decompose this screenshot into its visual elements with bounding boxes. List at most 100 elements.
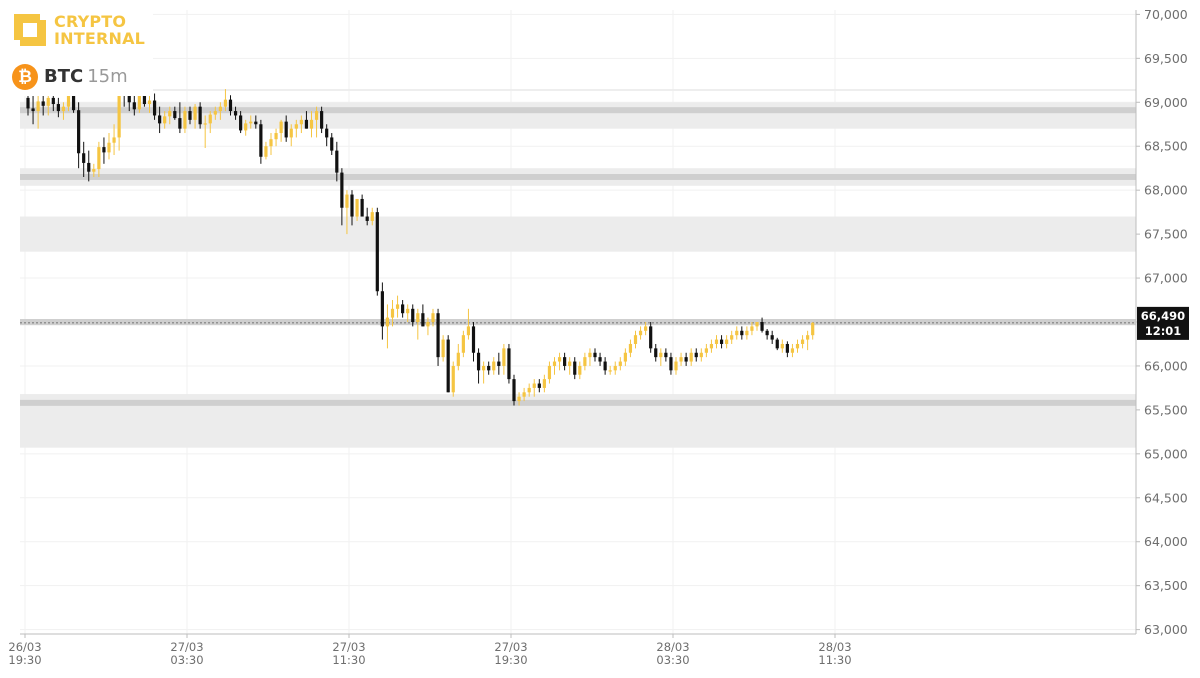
- candle: [375, 207, 379, 296]
- candle-body: [228, 99, 233, 112]
- x-tick-time: 03:30: [170, 653, 203, 667]
- candle: [335, 141, 339, 182]
- candle: [482, 361, 486, 384]
- candle: [654, 343, 658, 362]
- candle: [385, 304, 390, 349]
- candle-body: [370, 212, 374, 221]
- y-tick-label: 66,000: [1144, 358, 1188, 373]
- x-tick-time: 19:30: [494, 653, 527, 667]
- candle: [416, 308, 420, 340]
- asset-symbol: BTC: [44, 66, 84, 87]
- candle: [471, 322, 476, 362]
- candle-body: [350, 194, 354, 217]
- support-resistance-zones: [20, 89, 1136, 448]
- candle-body: [41, 101, 45, 106]
- candle-body: [547, 365, 552, 380]
- asset-timeframe: 15m: [87, 66, 128, 87]
- candle-body: [259, 124, 263, 157]
- price-tag-box: [1137, 306, 1189, 340]
- brand-name-line1: CRYPTO: [54, 12, 127, 31]
- candle-body: [608, 370, 612, 372]
- candle: [517, 392, 521, 406]
- candle-body: [46, 97, 50, 106]
- price-zone: [20, 216, 1136, 252]
- candle: [578, 361, 582, 380]
- candle-body: [158, 115, 162, 124]
- candle: [507, 343, 511, 384]
- candle-body: [284, 121, 288, 138]
- candle-body: [56, 104, 60, 112]
- candle: [158, 106, 162, 134]
- candle-body: [390, 308, 395, 318]
- y-tick-label: 67,500: [1144, 227, 1188, 242]
- candle: [800, 335, 805, 349]
- candle: [740, 326, 744, 340]
- candle: [563, 352, 567, 371]
- candle: [168, 106, 172, 125]
- candle-body: [800, 339, 805, 344]
- candle: [659, 348, 663, 366]
- candle-body: [654, 348, 658, 358]
- candle-body: [264, 146, 268, 157]
- candle-body: [674, 361, 678, 371]
- candle: [401, 300, 405, 318]
- candle: [689, 348, 693, 366]
- candle: [173, 106, 177, 120]
- candle-body: [102, 147, 106, 153]
- candle: [249, 115, 253, 129]
- candle-body: [613, 365, 617, 371]
- y-tick-label: 67,000: [1144, 271, 1188, 286]
- candle: [193, 104, 197, 129]
- candle: [254, 115, 258, 129]
- candle: [745, 326, 749, 340]
- candle: [320, 106, 324, 134]
- candle: [147, 93, 152, 113]
- candle-body: [360, 198, 364, 217]
- x-tick-date: 27/03: [170, 640, 203, 654]
- candle-body: [740, 330, 744, 336]
- candle-body: [593, 352, 597, 358]
- candle: [608, 365, 612, 375]
- price-zone: [20, 89, 1136, 91]
- candle-body: [294, 124, 298, 129]
- candle: [502, 343, 506, 375]
- candle: [446, 335, 450, 393]
- candle-body: [714, 339, 719, 344]
- candle: [598, 352, 602, 366]
- candle-body: [765, 330, 769, 336]
- candle-body: [406, 308, 410, 314]
- candle: [370, 207, 374, 226]
- candle: [497, 352, 501, 375]
- candle-body: [730, 335, 734, 340]
- candle: [633, 330, 638, 349]
- candle: [780, 339, 784, 353]
- candle: [674, 357, 678, 375]
- candle-body: [487, 365, 491, 371]
- candle: [355, 198, 359, 221]
- candle: [198, 102, 202, 129]
- candle-body: [421, 313, 425, 327]
- candle-body: [522, 392, 526, 397]
- candle-body: [461, 335, 465, 353]
- candle-body: [330, 137, 334, 151]
- brand-name-line2: INTERNAL: [54, 29, 146, 48]
- candle: [623, 348, 627, 366]
- candle: [755, 322, 759, 331]
- candle: [77, 102, 81, 169]
- candle: [92, 163, 96, 177]
- candle-body: [750, 326, 754, 331]
- candle: [152, 93, 157, 120]
- candle-body: [638, 330, 643, 336]
- candle-body: [36, 101, 40, 112]
- y-tick-label: 63,000: [1144, 622, 1188, 637]
- candle-body: [755, 322, 759, 327]
- x-tick-time: 11:30: [818, 653, 851, 667]
- candle: [669, 352, 673, 375]
- candle: [203, 115, 207, 148]
- candle-body: [320, 111, 324, 129]
- candle: [163, 111, 167, 129]
- y-tick-label: 65,000: [1144, 446, 1188, 461]
- candle-body: [811, 322, 815, 336]
- candle-body: [557, 357, 562, 362]
